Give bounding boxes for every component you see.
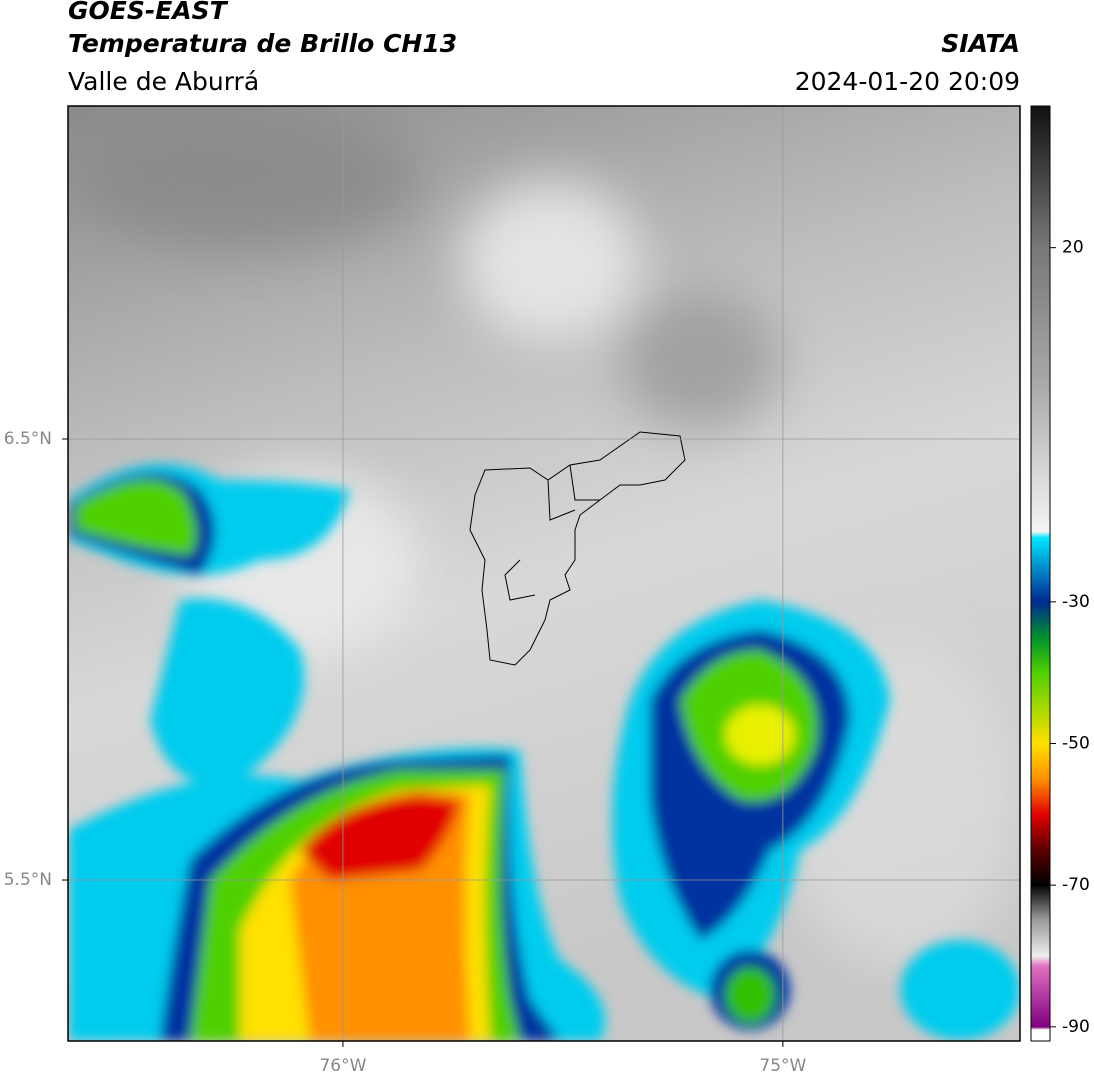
colorbar-tick-label: -50 xyxy=(1062,734,1090,754)
colorbar-tick-label: -30 xyxy=(1062,592,1090,612)
colorbar-tick-label: -70 xyxy=(1062,875,1090,895)
y-tick-label: 6.5°N xyxy=(4,429,52,449)
subtitle: Temperatura de Brillo CH13 xyxy=(68,29,457,58)
datetime: 2024-01-20 20:09 xyxy=(795,67,1020,96)
colorbar-tick-label: -90 xyxy=(1062,1017,1090,1037)
x-tick-label: 75°W xyxy=(759,1056,806,1076)
region: Valle de Aburrá xyxy=(68,67,259,96)
title: GOES-EAST xyxy=(68,0,229,25)
x-tick-label: 76°W xyxy=(319,1056,366,1076)
source: SIATA xyxy=(941,29,1020,58)
map-frame xyxy=(67,105,1021,1042)
graticule xyxy=(68,106,1020,1041)
colorbar-tick-label: 20 xyxy=(1062,238,1084,258)
satellite-image xyxy=(68,106,1020,1041)
colorbar xyxy=(1030,105,1051,1042)
y-tick-label: 5.5°N xyxy=(4,870,52,890)
